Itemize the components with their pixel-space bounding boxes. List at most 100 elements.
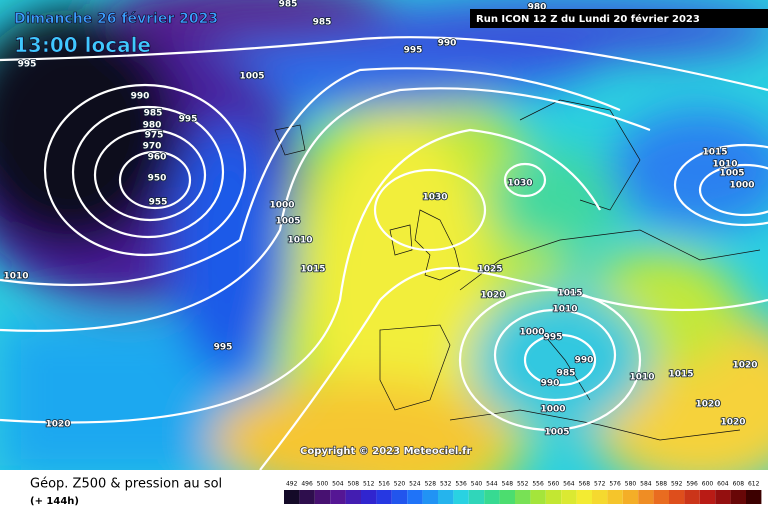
isobar-label: 955 <box>149 198 168 208</box>
isobar-label: 1010 <box>552 305 577 315</box>
scale-label: 560 <box>548 481 560 488</box>
isobar-label: 1010 <box>629 373 654 383</box>
scale-label: 548 <box>502 481 514 488</box>
isobar-label: 975 <box>145 131 164 141</box>
scale-label: 516 <box>378 481 390 488</box>
run-label: Run ICON 12 Z du Lundi 20 février 2023 <box>476 13 700 25</box>
isobar-label: 985 <box>279 0 298 10</box>
scale-label: 496 <box>301 481 313 488</box>
isobar-label: 1020 <box>45 420 70 430</box>
scale-swatch <box>407 490 423 504</box>
isobar-label: 990 <box>131 92 150 102</box>
scale-label: 520 <box>394 481 406 488</box>
isobar-label: 1015 <box>300 265 325 275</box>
isobar-label: 970 <box>143 142 162 152</box>
scale-swatch <box>607 490 623 504</box>
scale-label: 504 <box>332 481 344 488</box>
isobar-label: 1030 <box>507 179 532 189</box>
scale-swatch <box>376 490 392 504</box>
isobar-label: 990 <box>438 39 457 49</box>
scale-label: 568 <box>579 481 591 488</box>
isobar-label: 985 <box>557 369 576 379</box>
scale-label: 552 <box>517 481 529 488</box>
scale-swatch <box>284 490 300 504</box>
scale-label: 608 <box>733 481 745 488</box>
scale-label: 612 <box>748 481 760 488</box>
scale-swatch <box>730 490 746 504</box>
scale-label: 576 <box>609 481 621 488</box>
scale-swatch <box>576 490 592 504</box>
scale-label: 592 <box>671 481 683 488</box>
isobar-label: 1020 <box>480 291 505 301</box>
scale-swatch <box>638 490 654 504</box>
isobar-label: 1015 <box>702 148 727 158</box>
scale-swatch <box>622 490 639 504</box>
isobar-label: 1020 <box>720 418 745 428</box>
isobar-label: 1015 <box>668 370 693 380</box>
scale-swatch <box>715 490 731 504</box>
scale-label: 572 <box>594 481 606 488</box>
scale-swatch <box>499 490 515 504</box>
scale-swatch <box>422 490 438 504</box>
isobar-label: 985 <box>313 18 332 28</box>
scale-label: 596 <box>686 481 698 488</box>
scale-label: 536 <box>455 481 467 488</box>
scale-swatch <box>545 490 562 504</box>
scale-swatch <box>299 490 315 504</box>
isobar-label: 1015 <box>557 289 582 299</box>
scale-swatch <box>699 490 716 504</box>
isobar-label: 1010 <box>712 160 737 170</box>
scale-label: 540 <box>471 481 483 488</box>
scale-label: 564 <box>563 481 575 488</box>
isobar-label: 1000 <box>540 405 565 415</box>
scale-label: 512 <box>363 481 375 488</box>
scale-swatch <box>468 490 485 504</box>
scale-swatch <box>438 490 454 504</box>
isobar-label: 995 <box>214 343 233 353</box>
isobar-label: 980 <box>528 3 547 13</box>
isobar-label: 1020 <box>695 400 720 410</box>
isobar-label: 1005 <box>239 72 264 82</box>
isobar-label: 960 <box>148 153 167 163</box>
isobar-label: 1020 <box>732 361 757 371</box>
scale-label: 580 <box>625 481 637 488</box>
scale-swatch <box>746 490 762 504</box>
run-box <box>470 9 768 28</box>
isobar-label: 1005 <box>719 169 744 179</box>
copyright: Copyright © 2023 Meteociel.fr <box>300 446 471 457</box>
scale-label: 588 <box>656 481 668 488</box>
date-label: Dimanche 26 février 2023 <box>14 11 218 27</box>
scale-label: 604 <box>717 481 729 488</box>
isobar-label: 990 <box>575 356 594 366</box>
coastlines <box>274 99 761 441</box>
isobar-label: 950 <box>148 174 167 184</box>
scale-label: 544 <box>486 481 498 488</box>
scale-swatch <box>653 490 669 504</box>
isobar-label: 995 <box>404 46 423 56</box>
scale-swatch <box>484 490 500 504</box>
scale-label: 508 <box>348 481 360 488</box>
scale-swatch <box>345 490 361 504</box>
scale-swatch <box>684 490 700 504</box>
isobar-label: 1025 <box>477 265 502 275</box>
color-scale: 492 496 500 504 508 512 516 520 524 528 532 536 540 5… <box>284 481 762 504</box>
isobar-label: 995 <box>18 60 37 70</box>
scale-swatch <box>330 490 346 504</box>
scale-swatch <box>314 490 331 504</box>
isobar-label: 1030 <box>422 193 447 203</box>
isobar-label: 1005 <box>544 428 569 438</box>
scale-label: 528 <box>425 481 437 488</box>
scale-label: 600 <box>702 481 714 488</box>
legend-lead: (+ 144h) <box>30 496 79 507</box>
isobar-label: 985 <box>144 109 163 119</box>
isobar-label: 1000 <box>269 201 294 211</box>
isobar-label: 1000 <box>729 181 754 191</box>
scale-swatch <box>592 490 608 504</box>
scale-swatch <box>530 490 546 504</box>
scale-swatch <box>669 490 685 504</box>
time-label: 13:00 locale <box>14 33 151 57</box>
isobar-label: 990 <box>541 379 560 389</box>
isobar-label: 1010 <box>287 236 312 246</box>
